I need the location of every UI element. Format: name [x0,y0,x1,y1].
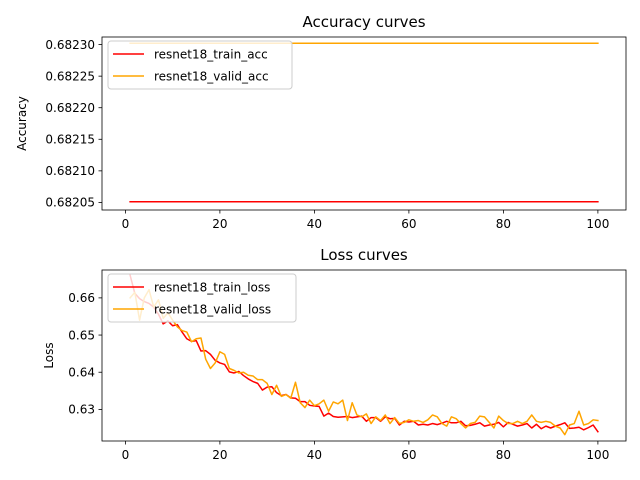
loss-x-tick-label: 20 [212,448,227,462]
loss-x-tick-label: 100 [586,448,609,462]
acc-chart: 0 20 40 60 80 100 0.68205 0.68210 0.68215 0.68220… [15,13,627,231]
loss-series-line-0 [129,274,599,433]
acc-legend-label-1: resnet18_valid_acc [154,69,269,83]
loss-axes-frame [101,269,627,442]
acc-chart-title: Accuracy curves [302,13,425,31]
acc-x-tick-label: 0 [122,217,130,231]
acc-x-tick-label: 80 [496,217,511,231]
acc-x-tick-label: 20 [212,217,227,231]
loss-legend-label-0: resnet18_train_loss [154,280,270,294]
loss-x-tick-label: 40 [307,448,322,462]
loss-y-tick-label: 0.65 [68,328,95,342]
acc-legend: resnet18_train_acc resnet18_valid_acc [107,40,293,90]
acc-legend-label-0: resnet18_train_acc [154,47,268,61]
acc-x-tick-label: 100 [586,217,609,231]
loss-y-tick-label: 0.66 [68,291,95,305]
acc-y-axis-label: Accuracy [15,96,29,151]
acc-legend-box [107,40,293,90]
acc-y-tick-label: 0.68220 [45,101,95,115]
acc-y-tick-label: 0.68225 [45,69,95,83]
loss-y-tick-label: 0.64 [68,366,95,380]
loss-x-tick-label: 80 [496,448,511,462]
loss-series-line-1 [129,288,599,436]
acc-x-tick-label: 60 [401,217,416,231]
loss-legend: resnet18_train_loss resnet18_valid_loss [107,273,297,323]
loss-y-axis-label: Loss [42,342,56,368]
loss-chart-title: Loss curves [320,246,408,264]
acc-axes-frame [101,36,627,211]
loss-chart: 0 20 40 60 80 100 0.63 0.64 0.65 0.66 Loss curves L… [42,246,627,462]
loss-x-tick-label: 0 [122,448,130,462]
loss-y-tick-label: 0.63 [68,403,95,417]
acc-y-tick-label: 0.68210 [45,164,95,178]
loss-legend-box [107,273,297,323]
loss-legend-label-1: resnet18_valid_loss [154,302,271,316]
loss-x-tick-label: 60 [401,448,416,462]
acc-x-tick-label: 40 [307,217,322,231]
acc-y-tick-label: 0.68215 [45,133,95,147]
acc-y-tick-label: 0.68230 [45,38,95,52]
acc-y-tick-label: 0.68205 [45,196,95,210]
